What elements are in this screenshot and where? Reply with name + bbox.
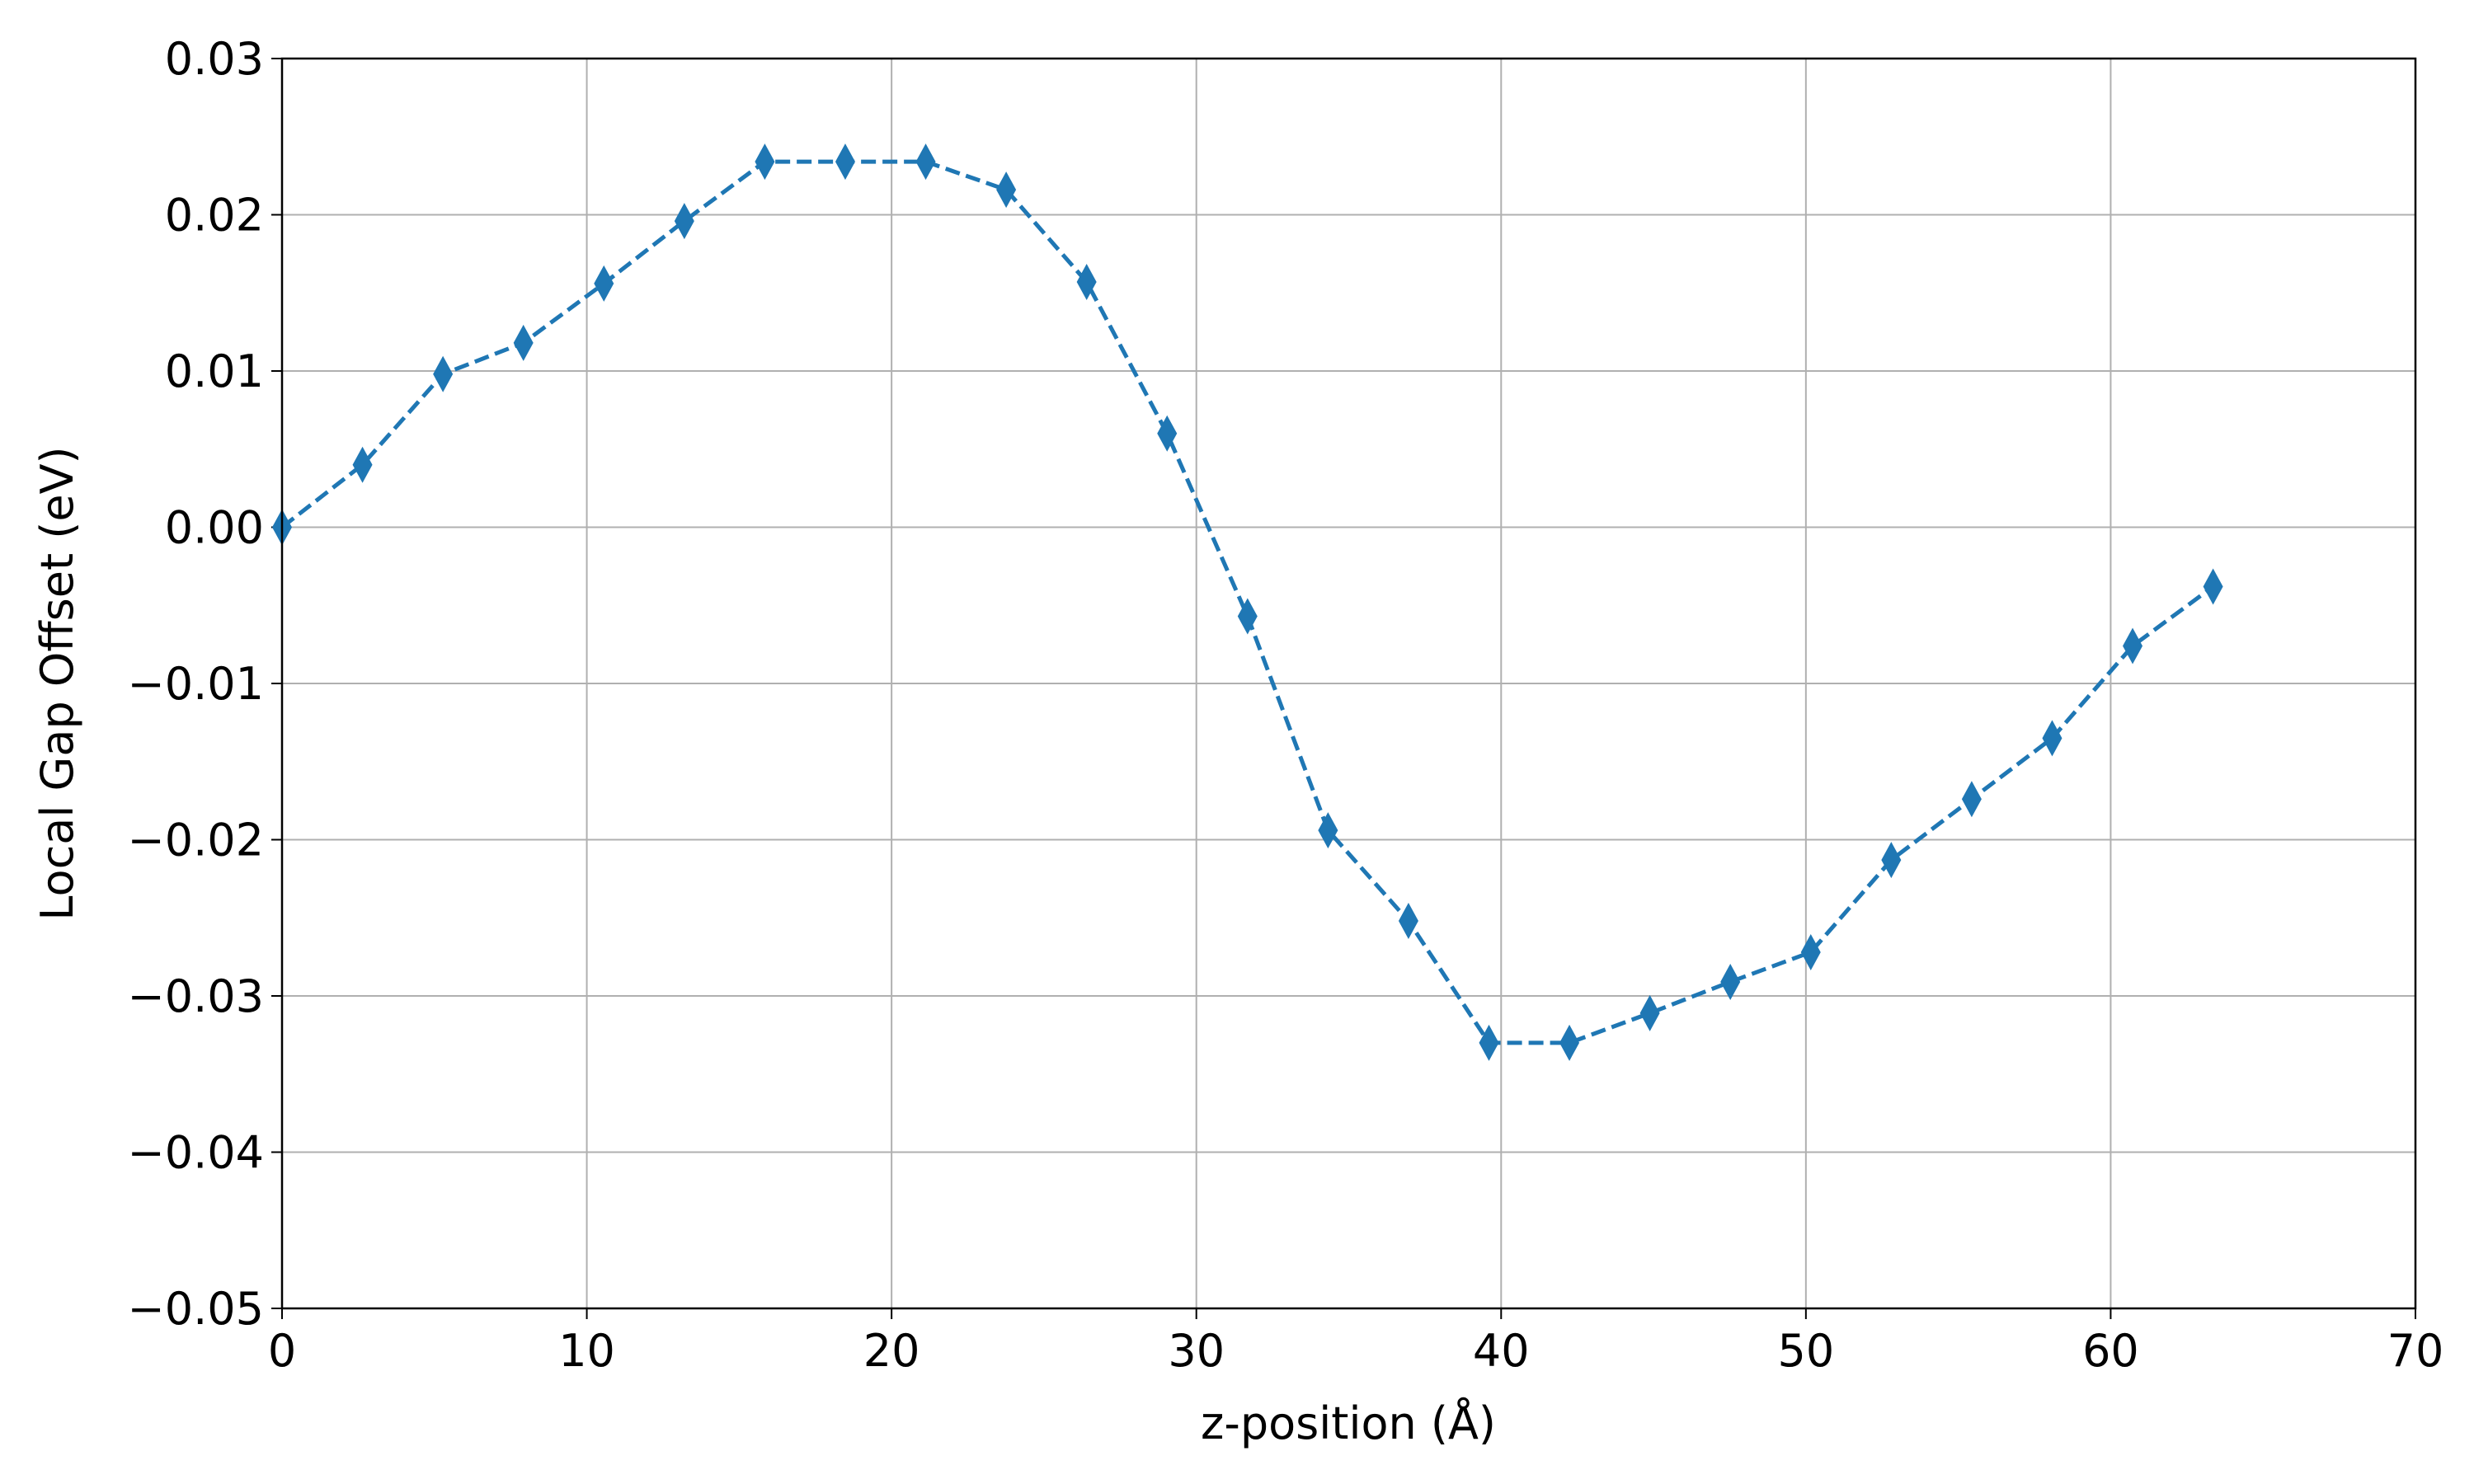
marker (996, 171, 1017, 209)
marker (835, 143, 855, 181)
marker (1800, 933, 1821, 970)
marker (352, 446, 373, 483)
marker (1639, 994, 1660, 1031)
x-tick-label: 60 (2082, 1325, 2139, 1377)
marker (755, 143, 775, 181)
y-tick-label: −0.05 (128, 1283, 264, 1335)
marker (1237, 598, 1258, 635)
y-tick-label: −0.01 (128, 658, 264, 710)
marker (1559, 1024, 1580, 1061)
y-tick-label: 0.03 (165, 33, 264, 85)
marker (594, 265, 614, 302)
marker (1479, 1024, 1499, 1061)
x-tick-label: 20 (863, 1325, 920, 1377)
y-tick-label: −0.03 (128, 970, 264, 1022)
marker (1961, 781, 1982, 818)
y-tick-label: −0.04 (128, 1127, 264, 1179)
x-axis-label: z-position (Å) (1201, 1397, 1496, 1449)
y-tick-label: 0.02 (165, 190, 264, 242)
y-axis-label: Local Gap Offset (eV) (31, 446, 83, 920)
y-tick-label: −0.02 (128, 815, 264, 866)
x-tick-label: 70 (2387, 1325, 2444, 1377)
marker (1318, 812, 1338, 849)
marker (433, 355, 454, 392)
marker (1881, 842, 1902, 879)
marker (674, 203, 694, 240)
x-tick-label: 30 (1168, 1325, 1225, 1377)
y-tick-label: 0.00 (165, 502, 264, 554)
marker (1157, 415, 1178, 452)
marker (1076, 263, 1097, 300)
marker (2042, 720, 2062, 757)
marker (2203, 568, 2223, 605)
plot-frame (280, 57, 2417, 1310)
x-tick-label: 0 (268, 1325, 296, 1377)
marker (513, 324, 534, 361)
x-tick-label: 50 (1777, 1325, 1834, 1377)
marker (1720, 963, 1741, 1000)
marker (2123, 627, 2143, 665)
y-tick-label: 0.01 (165, 345, 264, 397)
x-tick-label: 10 (558, 1325, 615, 1377)
marker (915, 143, 936, 181)
x-tick-label: 40 (1473, 1325, 1530, 1377)
marker (1398, 903, 1418, 940)
